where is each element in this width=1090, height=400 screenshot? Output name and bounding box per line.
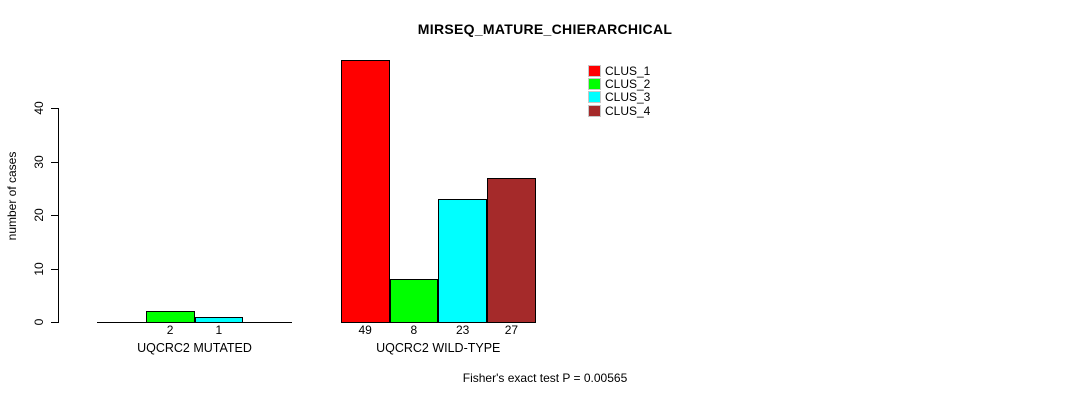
bar-value-label: 2 (166, 323, 174, 337)
legend-color-swatch (588, 77, 601, 90)
legend-row: CLUS_3 (588, 91, 650, 104)
bar-value-label: 27 (504, 323, 519, 337)
bar-value-label: 1 (215, 323, 223, 337)
y-axis-tick (51, 268, 58, 270)
y-axis-tick-label: 20 (32, 208, 46, 222)
chart-title: MIRSEQ_MATURE_CHIERARCHICAL (417, 21, 673, 37)
legend-color-swatch (588, 91, 601, 104)
y-axis-tick (51, 322, 58, 323)
bar (194, 316, 244, 323)
bar-value-label: 8 (410, 323, 418, 337)
legend-label: CLUS_2 (605, 76, 651, 91)
bar (438, 198, 487, 323)
y-axis-tick-label: 40 (32, 101, 46, 115)
legend-label: CLUS_1 (605, 63, 651, 78)
legend-color-swatch (588, 104, 601, 117)
y-axis-title: number of cases (5, 151, 19, 241)
bar (389, 279, 439, 323)
y-axis-tick (51, 108, 58, 109)
y-axis-line (58, 108, 59, 323)
legend-row: CLUS_2 (588, 77, 650, 90)
bar-value-label: 49 (358, 323, 372, 337)
legend-label: CLUS_4 (605, 103, 651, 118)
legend-row: CLUS_4 (588, 104, 650, 117)
footer-annotation: Fisher's exact test P = 0.00565 (462, 371, 628, 385)
y-axis-tick-label: 10 (32, 261, 46, 276)
x-category-label: UQCRC2 MUTATED (137, 341, 252, 355)
legend-color-swatch (588, 64, 601, 77)
y-axis-tick (51, 161, 58, 163)
bar (487, 177, 536, 323)
y-axis-tick-label: 30 (32, 154, 46, 169)
bar (145, 311, 195, 323)
x-category-label: UQCRC2 WILD-TYPE (376, 341, 501, 355)
y-axis-tick (51, 215, 58, 216)
legend-row: CLUS_1 (588, 64, 650, 77)
bar-value-label: 23 (455, 323, 470, 337)
legend: CLUS_1 CLUS_2 CLUS_3 CLUS_4 (588, 64, 650, 117)
legend-label: CLUS_3 (605, 90, 651, 105)
bar (340, 59, 390, 323)
y-axis-tick-label: 0 (32, 318, 46, 326)
